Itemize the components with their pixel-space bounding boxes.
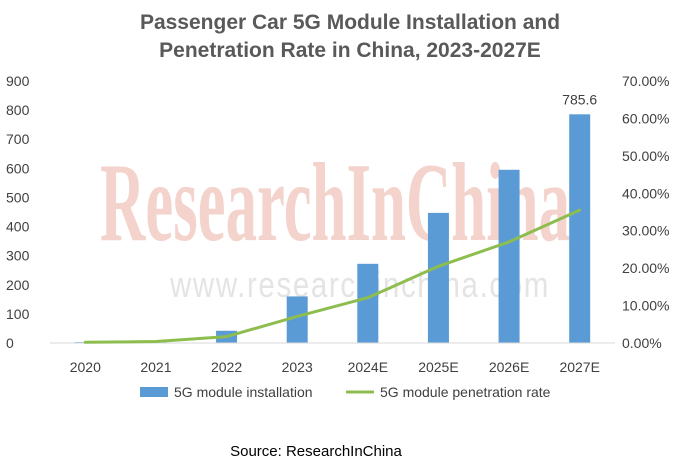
bar-2023 (286, 296, 308, 343)
left-axis-tick-0: 0 (6, 335, 14, 351)
x-tick-2027E: 2027E (559, 359, 599, 375)
left-axis-tick-100: 100 (6, 306, 30, 322)
x-axis-ticks: 2020 2021 2022 2023 2024E 2025E 2026E 2027E (70, 359, 600, 375)
left-axis-tick-500: 500 (6, 189, 30, 205)
right-axis-tick-40.00%: 40.00% (622, 185, 669, 201)
line-series (83, 208, 582, 344)
chart-title-line-2: Penetration Rate in China, 2023-2027E (159, 39, 541, 62)
x-tick-2026E: 2026E (489, 359, 529, 375)
left-axis-tick-700: 700 (6, 131, 30, 147)
right-axis-tick-50.00%: 50.00% (622, 148, 669, 164)
left-axis-tick-200: 200 (6, 277, 30, 293)
right-axis-ticks: 0.00% 10.00% 20.00% 30.00% 40.00% 50.00% 60.00… (622, 73, 669, 351)
bar-2024E (357, 263, 379, 343)
data-labels: 785.6 (562, 91, 597, 107)
chart-title-line-1: Passenger Car 5G Module Installation and (140, 11, 560, 34)
right-axis-tick-70.00%: 70.00% (622, 73, 669, 89)
left-axis-tick-300: 300 (6, 248, 30, 264)
right-axis-tick-60.00%: 60.00% (622, 110, 669, 126)
right-axis-tick-30.00%: 30.00% (622, 223, 669, 239)
bar-2026E (498, 169, 520, 343)
right-axis-tick-20.00%: 20.00% (622, 260, 669, 276)
right-axis-tick-10.00%: 10.00% (622, 298, 669, 314)
source-note: Source: ResearchInChina (230, 443, 402, 460)
legend-line-label: 5G module penetration rate (380, 384, 551, 400)
bar-2025E (427, 212, 449, 343)
legend-bar-label: 5G module installation (174, 384, 313, 400)
left-axis-tick-600: 600 (6, 160, 30, 176)
left-axis-tick-900: 900 (6, 73, 30, 89)
x-tick-2025E: 2025E (418, 359, 458, 375)
left-axis-tick-800: 800 (6, 102, 30, 118)
penetration-rate-line (83, 208, 582, 344)
left-axis-ticks: 0 100 200 300 400 500 600 700 800 900 (6, 73, 30, 351)
watermark-brand: ResearchInChina (100, 141, 570, 265)
legend-bar-swatch (140, 387, 168, 397)
data-label-2027E: 785.6 (562, 91, 597, 107)
x-tick-2022: 2022 (211, 359, 242, 375)
left-axis-tick-400: 400 (6, 219, 30, 235)
x-tick-2023: 2023 (282, 359, 313, 375)
x-tick-2024E: 2024E (348, 359, 388, 375)
x-tick-2021: 2021 (140, 359, 171, 375)
bar-series (74, 114, 591, 344)
x-tick-2020: 2020 (70, 359, 101, 375)
right-axis-tick-0.00%: 0.00% (622, 335, 662, 351)
bar-2027E (569, 114, 591, 344)
legend: 5G module installation 5G module penetra… (140, 384, 551, 400)
